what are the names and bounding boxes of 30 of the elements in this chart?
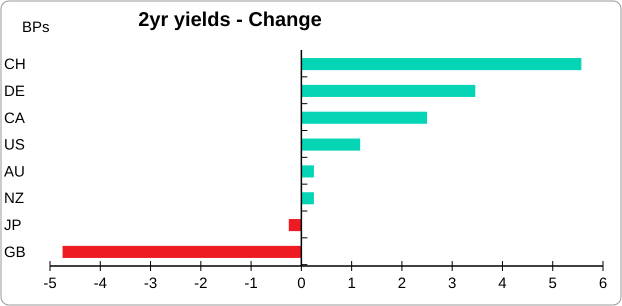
y-tick-label: DE (4, 82, 25, 100)
x-tick-label: 5 (548, 275, 557, 292)
x-tick-label: 3 (448, 275, 456, 292)
x-tick-label: 4 (498, 275, 507, 292)
bar (301, 58, 582, 70)
y-tick-label: US (4, 136, 25, 154)
bar (301, 192, 314, 204)
y-tick-label: JP (4, 217, 22, 234)
bar (301, 112, 428, 124)
x-tick-label: -4 (94, 275, 107, 292)
y-axis-title: BPs (22, 19, 50, 36)
y-tick-label: CH (4, 56, 26, 74)
y-tick-label: NZ (4, 190, 24, 208)
y-tick-label: AU (4, 163, 25, 180)
y-tick-label: GB (4, 244, 26, 261)
x-tick-label: 1 (347, 275, 356, 292)
chart-title: 2yr yields - Change (138, 9, 322, 31)
x-tick-label: -5 (43, 275, 57, 292)
bar (301, 138, 360, 151)
x-tick-label: 6 (598, 275, 608, 292)
bar (301, 165, 314, 178)
bar (288, 219, 302, 232)
x-tick-label: -1 (244, 275, 258, 292)
x-tick-label: -3 (144, 275, 158, 292)
y-tick-label: CA (4, 110, 25, 127)
bar (301, 84, 476, 97)
x-tick-label: 2 (398, 275, 406, 292)
x-tick-label: -2 (194, 275, 208, 292)
bar (62, 246, 302, 258)
x-tick-label: 0 (297, 275, 306, 292)
